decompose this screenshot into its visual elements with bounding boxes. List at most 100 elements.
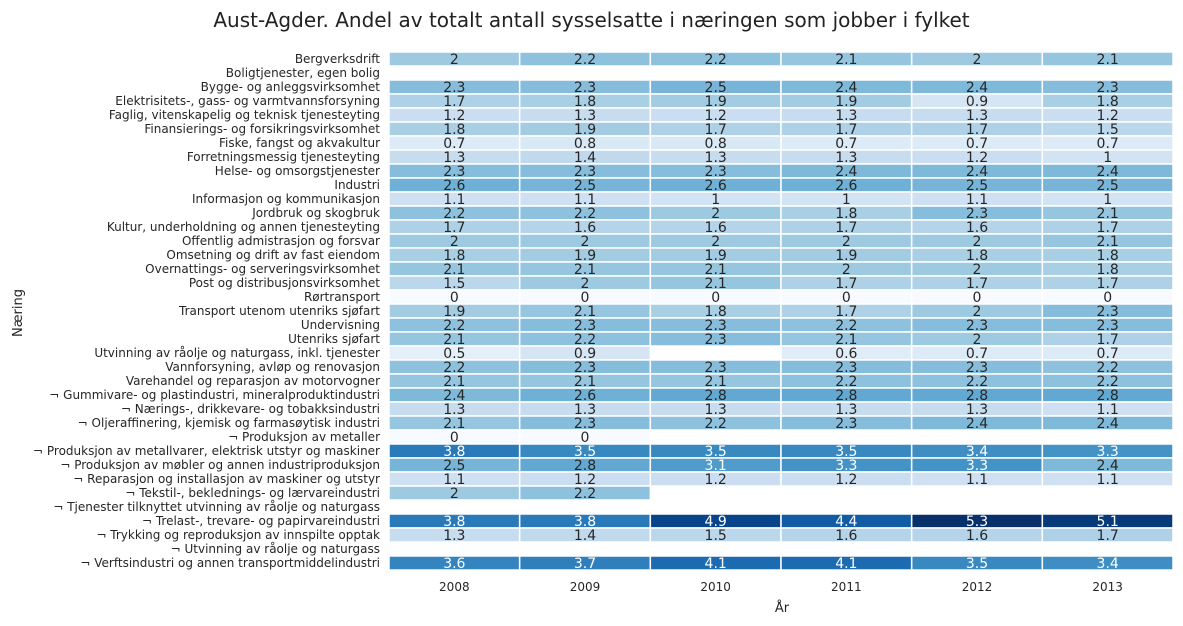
cell-value-label: 3.4	[1097, 556, 1119, 572]
cell-value-label: 1.3	[966, 402, 988, 418]
cell-value-label: 2.1	[574, 262, 596, 278]
y-tick-label: Fiske, fangst og akvakultur	[219, 136, 380, 150]
cell-value-label: 1.1	[966, 192, 988, 208]
cell-value-label: 0	[581, 430, 590, 446]
cell-value-label: 3.5	[966, 556, 988, 572]
cell-value-label: 0.7	[1097, 136, 1119, 152]
cell-value-label: 2	[581, 276, 590, 292]
cell-value-label: 1.6	[705, 220, 727, 236]
chart-title: Aust-Agder. Andel av totalt antall sysse…	[213, 8, 970, 32]
cell-value-label: 2.2	[443, 318, 465, 334]
cell-value-label: 1	[711, 192, 720, 208]
cell-value-label: 3.3	[835, 458, 857, 474]
y-tick-label: Finansierings- og forsikringsvirksomhet	[144, 122, 380, 136]
cell-value-label: 2.5	[1097, 178, 1119, 194]
y-tick-label: ¬ Oljeraffinering, kjemisk og farmasøyti…	[78, 416, 380, 430]
cell-value-label: 2.8	[574, 458, 596, 474]
cell-value-label: 1.9	[574, 248, 596, 264]
cell-value-label: 0.7	[835, 136, 857, 152]
cell-value-label: 0.5	[443, 346, 465, 362]
cell-value-label: 0.7	[1097, 346, 1119, 362]
x-tick-label: 2013	[1092, 580, 1123, 594]
y-tick-label: Industri	[334, 178, 380, 192]
y-tick-label: Elektrisitets-, gass- og varmtvannsforsy…	[115, 94, 380, 108]
cell-value-label: 2	[450, 486, 459, 502]
cell-value-label: 2.3	[574, 80, 596, 96]
y-tick-label: Post og distribusjonsvirksomhet	[189, 276, 380, 290]
cell-value-label: 1.2	[705, 472, 727, 488]
y-tick-label: ¬ Produksjon av møbler og annen industri…	[60, 458, 380, 472]
cell-value-label: 2.3	[1097, 80, 1119, 96]
cell-value-label: 1.3	[574, 108, 596, 124]
cell-value-label: 2.1	[443, 374, 465, 390]
x-tick-label: 2008	[439, 580, 470, 594]
y-tick-label: Utenriks sjøfart	[288, 332, 380, 346]
cell-value-label: 1.8	[835, 206, 857, 222]
cell-value-label: 0	[581, 290, 590, 306]
cell-value-label: 2.3	[574, 164, 596, 180]
cell-value-label: 2.2	[574, 206, 596, 222]
cell-value-label: 2	[581, 234, 590, 250]
cell-value-label: 3.5	[574, 444, 596, 460]
cell-value-label: 1.3	[835, 402, 857, 418]
y-tick-label: ¬ Tjenester tilknyttet utvinning av råol…	[53, 500, 380, 514]
cell-value-label: 2.2	[705, 52, 727, 68]
cell-value-label: 1.3	[835, 150, 857, 166]
cell-value-label: 2.1	[835, 52, 857, 68]
cell-value-label: 1.4	[574, 528, 596, 544]
y-tick-label: ¬ Produksjon av metallvarer, elektrisk u…	[33, 444, 380, 458]
cell-value-label: 2.5	[966, 178, 988, 194]
cell-value-label: 5.1	[1097, 514, 1119, 530]
cell-value-label: 2	[842, 262, 851, 278]
cell-value-label: 1.7	[1097, 220, 1119, 236]
cell-value-label: 1.8	[443, 248, 465, 264]
cell-value-label: 2.3	[574, 416, 596, 432]
cell-value-label: 2.3	[966, 206, 988, 222]
cell-value-label: 1.3	[705, 402, 727, 418]
cell-value-label: 1.5	[1097, 122, 1119, 138]
y-tick-label: Omsetning og drift av fast eiendom	[166, 248, 380, 262]
cell-value-label: 1.6	[574, 220, 596, 236]
cell-value-label: 1.7	[835, 122, 857, 138]
cell-value-label: 1.4	[574, 150, 596, 166]
y-tick-label: Jordbruk og skogbruk	[251, 206, 380, 220]
cell-value-label: 1.2	[574, 472, 596, 488]
cell-value-label: 3.4	[966, 444, 988, 460]
cell-labels: 2 2.2 2.2 2.1 2 2.12.3 2.3 2.5 2.4 2.4 2.31.7 1.8 1.…	[443, 52, 1119, 572]
cell-value-label: 1.7	[835, 220, 857, 236]
cell-value-label: 2.3	[1097, 304, 1119, 320]
cell-value-label: 2	[450, 234, 459, 250]
cell-value-label: 1.3	[443, 150, 465, 166]
cell-value-label: 0	[450, 430, 459, 446]
x-axis-label: År	[775, 600, 790, 616]
cell-value-label: 1.1	[443, 192, 465, 208]
cell-value-label: 4.9	[705, 514, 727, 530]
cell-value-label: 2.2	[835, 318, 857, 334]
cell-value-label: 1.7	[443, 94, 465, 110]
cell-value-label: 1.7	[966, 122, 988, 138]
cell-value-label: 2.3	[574, 318, 596, 334]
cell-value-label: 3.5	[705, 444, 727, 460]
y-tick-label: Vannforsyning, avløp og renovasjon	[165, 360, 380, 374]
heatmap-cell	[518, 485, 652, 501]
cell-value-label: 0.9	[574, 346, 596, 362]
cell-value-label: 3.3	[1097, 444, 1119, 460]
cell-value-label: 2.1	[705, 262, 727, 278]
cell-value-label: 2.4	[1097, 416, 1119, 432]
cell-value-label: 2.3	[705, 164, 727, 180]
cell-value-label: 2.8	[1097, 388, 1119, 404]
cell-value-label: 1.5	[705, 528, 727, 544]
cell-value-label: 0.7	[966, 346, 988, 362]
cell-value-label: 2.1	[835, 332, 857, 348]
cell-value-label: 2.1	[443, 416, 465, 432]
y-tick-label: ¬ Gummivare- og plastindustri, mineralpr…	[49, 388, 380, 402]
cell-value-label: 2	[711, 206, 720, 222]
y-tick-label: ¬ Trykking og reproduksjon av innspilte …	[96, 528, 380, 542]
cell-value-label: 1.2	[705, 108, 727, 124]
y-tick-label: ¬ Trelast-, trevare- og papirvareindustr…	[142, 514, 380, 528]
y-tick-label: ¬ Produksjon av metaller	[228, 430, 380, 444]
y-tick-label: Transport utenom utenriks sjøfart	[178, 304, 380, 318]
cell-value-label: 1.7	[835, 304, 857, 320]
cell-value-label: 2.4	[1097, 164, 1119, 180]
